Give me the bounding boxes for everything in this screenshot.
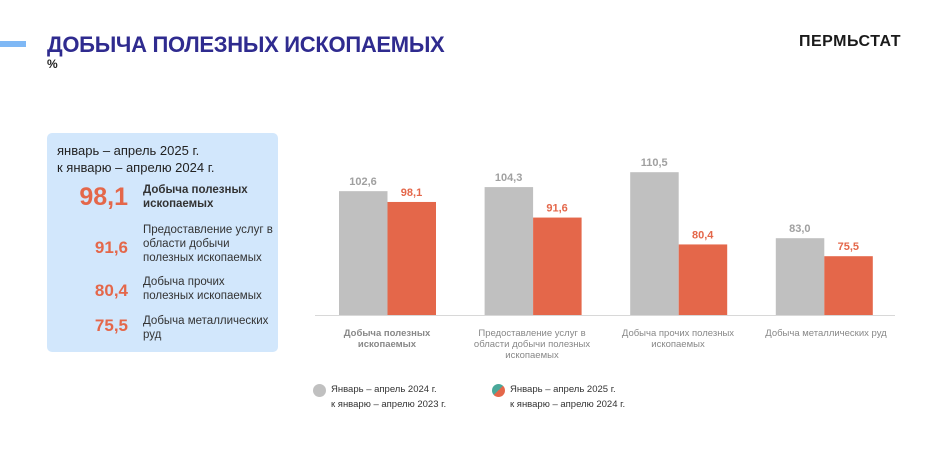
- legend-item: Январь – апрель 2025 г. к январю – апрелю…: [510, 382, 625, 412]
- unit-label: %: [47, 57, 58, 71]
- summary-label: Добыча металлических руд: [143, 315, 269, 341]
- summary-label: Добыча полезных ископаемых: [143, 184, 248, 210]
- summary-value: 75,5: [94, 316, 128, 335]
- category-label: Добыча металлических руд: [765, 328, 887, 339]
- bar: [824, 256, 873, 315]
- bar: [484, 187, 534, 315]
- legend-text: к январю – апрелю 2024 г.: [510, 399, 626, 410]
- summary-value: 80,4: [94, 281, 128, 300]
- bar: [339, 191, 388, 315]
- data-label: 83,0: [789, 223, 810, 235]
- data-label: 110,5: [641, 157, 668, 169]
- data-label: 102,6: [349, 176, 377, 188]
- data-label: 91,6: [546, 203, 567, 215]
- period-label: январь – апрель 2025 г. к январю – апрелю…: [57, 142, 215, 176]
- category-label: Предоставление услуг в области добычи по…: [473, 328, 591, 361]
- summary-label: Добыча прочих полезных ископаемых: [143, 276, 262, 302]
- legend-text: Январь – апрель 2025 г.: [510, 384, 616, 395]
- data-label: 80,4: [692, 229, 714, 241]
- legend-text: Январь – апрель 2024 г.: [331, 384, 437, 395]
- bar: [630, 172, 679, 315]
- data-label: 98,1: [401, 187, 422, 199]
- legend-text: к январю – апрелю 2023 г.: [331, 399, 447, 410]
- bar: [387, 201, 436, 315]
- summary-panel: январь – апрель 2025 г. к январю – апрелю…: [47, 133, 278, 352]
- page-title: ДОБЫЧА ПОЛЕЗНЫХ ИСКОПАЕМЫХ: [47, 32, 445, 57]
- category-label: Добыча прочих полезных ископаемых: [621, 328, 735, 350]
- summary-value: 91,6: [94, 238, 128, 257]
- period-line: январь – апрель 2025 г.: [57, 143, 200, 158]
- accent-bar: [0, 41, 26, 47]
- brand-logo: ПЕРМЬСТАТ: [798, 33, 901, 50]
- period-line: к январю – апрелю 2024 г.: [57, 160, 215, 175]
- summary-value: 98,1: [79, 183, 128, 211]
- data-label: 75,5: [838, 241, 859, 253]
- bar: [678, 244, 728, 315]
- legend-item: Январь – апрель 2024 г. к январю – апрелю…: [331, 382, 446, 412]
- bar: [775, 238, 825, 315]
- summary-label: Предоставление услуг в области добычи по…: [143, 224, 273, 264]
- data-label: 104,3: [495, 172, 523, 184]
- legend-gray-icon: [313, 384, 326, 397]
- bar: [533, 217, 582, 315]
- category-label: Добыча полезных ископаемых: [343, 328, 431, 350]
- legend-orange-icon: [492, 384, 505, 397]
